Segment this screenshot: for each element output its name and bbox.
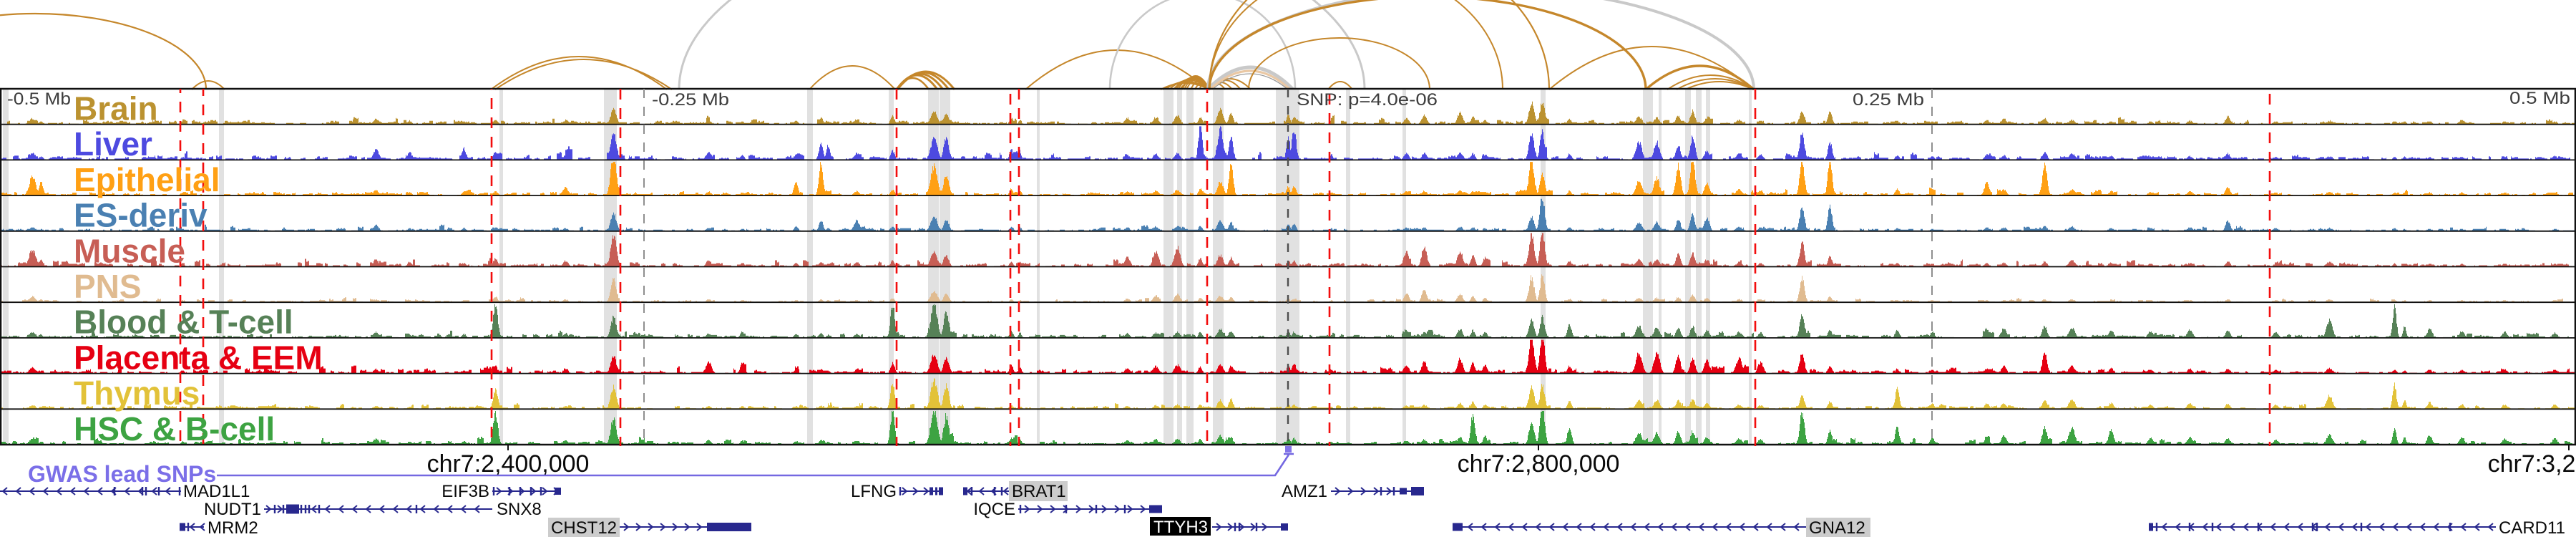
- svg-text:chr7:2,800,000: chr7:2,800,000: [1458, 450, 1620, 478]
- svg-text:0.25 Mb: 0.25 Mb: [1853, 90, 1924, 110]
- svg-text:IQCE: IQCE: [973, 500, 1015, 519]
- svg-text:-0.5 Mb: -0.5 Mb: [7, 90, 71, 109]
- svg-text:TTYH3: TTYH3: [1153, 518, 1208, 537]
- svg-text:Liver: Liver: [74, 125, 152, 163]
- svg-text:CHST12: CHST12: [551, 518, 617, 537]
- svg-text:LFNG: LFNG: [851, 482, 897, 501]
- svg-text:Blood & T-cell: Blood & T-cell: [74, 304, 293, 341]
- svg-text:chr7:2,400,000: chr7:2,400,000: [427, 450, 590, 478]
- svg-text:AMZ1: AMZ1: [1282, 482, 1327, 501]
- svg-text:HSC & B-cell: HSC & B-cell: [74, 410, 275, 448]
- svg-text:SNX8: SNX8: [497, 500, 542, 519]
- svg-text:0.5 Mb: 0.5 Mb: [2509, 89, 2570, 108]
- svg-text:Brain: Brain: [74, 90, 158, 127]
- svg-text:-0.25 Mb: -0.25 Mb: [652, 90, 729, 110]
- svg-text:CARD11: CARD11: [2499, 518, 2565, 537]
- svg-text:chr7:3,200,000: chr7:3,200,000: [2488, 450, 2576, 478]
- svg-text:SNP: p=4.0e-06: SNP: p=4.0e-06: [1297, 90, 1438, 110]
- svg-text:Placenta & EEM: Placenta & EEM: [74, 339, 323, 376]
- svg-text:PNS: PNS: [74, 268, 142, 305]
- svg-text:BRAT1: BRAT1: [1012, 482, 1066, 501]
- svg-text:GWAS lead SNPs: GWAS lead SNPs: [28, 461, 216, 487]
- svg-text:Epithelial: Epithelial: [74, 161, 220, 198]
- svg-text:ES-deriv: ES-deriv: [74, 197, 208, 234]
- svg-text:NUDT1: NUDT1: [204, 500, 261, 519]
- svg-text:GNA12: GNA12: [1809, 518, 1865, 537]
- svg-text:Thymus: Thymus: [74, 374, 200, 412]
- svg-text:Muscle: Muscle: [74, 232, 185, 269]
- svg-text:MRM2: MRM2: [208, 518, 258, 537]
- svg-text:EIF3B: EIF3B: [441, 482, 489, 501]
- svg-text:MAD1L1: MAD1L1: [183, 482, 250, 501]
